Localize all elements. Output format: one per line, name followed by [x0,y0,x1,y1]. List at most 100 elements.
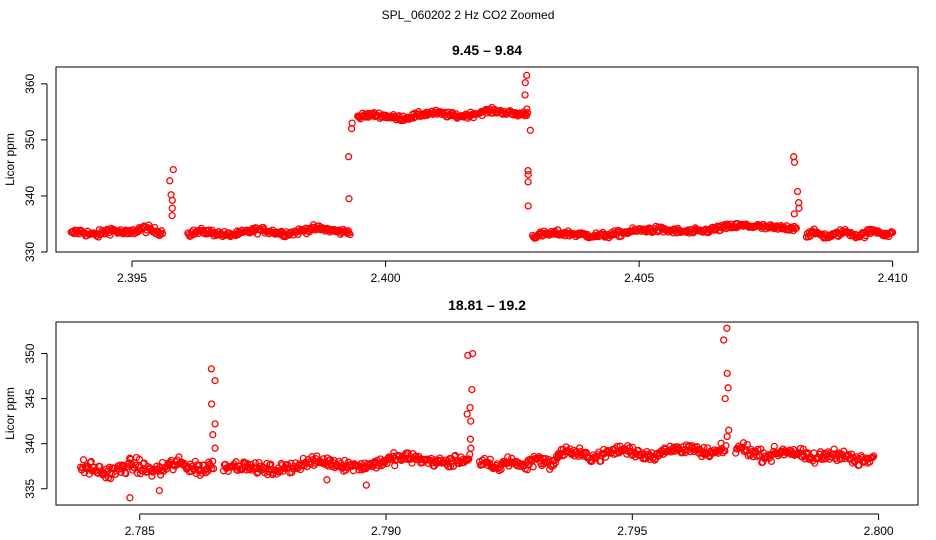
data-point [743,440,751,449]
data-point [119,461,127,470]
data-point [529,463,537,471]
plot-frame [55,66,919,253]
data-point [120,462,128,471]
data-point [393,456,402,464]
data-point [467,444,475,452]
data-point [167,191,175,199]
data-point [362,481,370,489]
data-point [344,153,353,161]
data-point [211,376,219,385]
data-point [793,187,802,196]
data-point [521,79,529,87]
data-point [723,432,731,441]
data-point [117,468,125,477]
data-point [870,452,878,460]
data-point [158,229,167,238]
data-point [140,459,148,467]
data-point [209,457,217,465]
data-point [465,455,473,463]
data-point [466,435,475,443]
data-point [105,463,114,471]
data-point [255,458,263,467]
data-point [135,455,144,463]
data-point [345,195,353,203]
data-point [383,459,391,468]
data-point [463,410,471,418]
panel-title: 9.45 – 9.84 [452,42,522,58]
y-tick-label: 340 [23,186,37,206]
data-point [466,403,474,412]
x-tick-label: 2.395 [117,271,147,285]
x-tick-label: 2.800 [864,524,894,538]
data-point [348,119,356,127]
data-point [166,177,174,185]
data-point [450,452,459,460]
data-point [524,202,532,210]
data-point [523,71,531,80]
data-point [169,165,177,174]
x-tick-label: 2.795 [617,524,647,538]
data-point [202,469,210,477]
y-tick-label: 360 [23,73,37,93]
data-point [209,464,218,473]
data-point [122,469,130,478]
data-point [486,455,494,463]
data-point [732,449,740,457]
data-point [169,466,177,474]
data-point [721,394,729,403]
y-tick-label: 350 [23,130,37,150]
data-point [723,369,731,378]
data-point [796,444,805,453]
y-tick-label: 350 [23,343,37,363]
data-point [521,91,529,99]
data-point [767,457,776,466]
panel-title: 18.81 – 19.2 [448,297,526,313]
data-point [526,126,534,134]
data-point [106,474,115,483]
data-point [211,444,219,452]
x-tick-label: 2.405 [624,271,654,285]
data-point [79,456,88,464]
data-point [849,453,858,462]
data-point [723,324,731,332]
x-tick-label: 2.790 [371,524,401,538]
y-axis-label: Licor ppm [3,133,17,186]
data-point [408,459,416,467]
y-tick-label: 345 [23,388,37,408]
x-tick-label: 2.785 [125,524,155,538]
data-point [209,431,217,439]
data-point [523,109,532,117]
data-point [196,471,204,479]
data-point [467,417,475,425]
page-title: SPL_060202 2 Hz CO2 Zoomed [381,8,555,22]
data-point [739,439,748,447]
x-tick-label: 2.410 [878,271,908,285]
data-point [191,457,199,466]
y-tick-label: 340 [23,433,37,453]
data-point [625,444,634,452]
data-point [575,444,584,452]
data-point [266,460,275,468]
data-point [562,443,570,451]
y-tick-label: 335 [23,478,37,498]
data-point [168,211,176,220]
x-tick-label: 2.400 [371,271,401,285]
data-point [725,426,733,434]
data-point [792,224,800,232]
data-point [888,228,897,237]
data-point [790,153,798,161]
data-point [524,178,532,186]
data-point [524,167,532,175]
data-point [346,230,354,239]
y-tick-label: 330 [23,242,37,262]
data-point [722,441,730,450]
data-point [524,170,532,179]
data-point [207,365,216,373]
data-point [323,476,331,484]
plot-frame [55,321,919,506]
data-point [720,336,728,344]
data-point [168,204,176,212]
data-point [129,463,138,471]
data-point [211,420,219,428]
